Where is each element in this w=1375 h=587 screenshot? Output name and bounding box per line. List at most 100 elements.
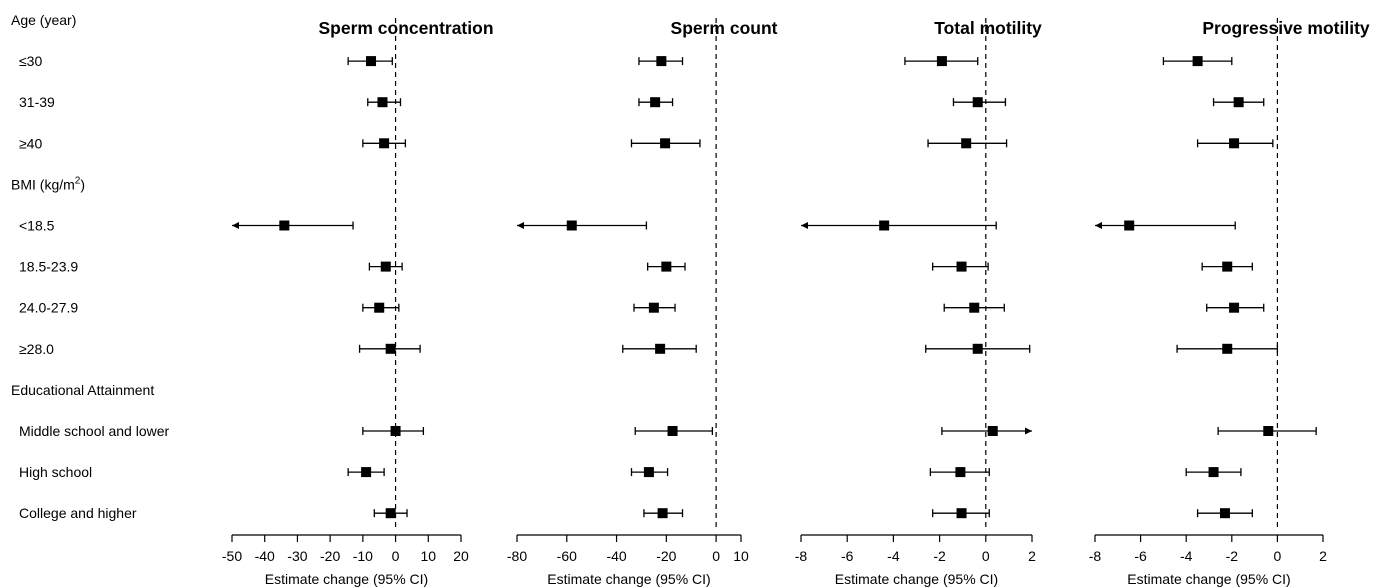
row-label: 18.5-23.9: [19, 259, 78, 275]
row-label-text: Educational Attainment: [11, 382, 154, 398]
point-estimate: [374, 302, 385, 313]
x-tick-label: -2: [933, 548, 946, 564]
x-tick-label: -6: [841, 548, 854, 564]
panels: Sperm concentration-50 -40 -30 -20 -10 0 10 20E…: [222, 18, 1370, 587]
x-tick-label: -80: [507, 548, 527, 564]
estimate-row: [925, 343, 1031, 354]
point-estimate: [936, 56, 947, 67]
point-estimate: [1222, 343, 1233, 354]
estimate-row: [362, 302, 400, 313]
ci-arrow-left: [517, 222, 524, 229]
row-label-text: ≥40: [19, 135, 42, 151]
x-tick-label: -8: [1089, 548, 1102, 564]
panel-0: Sperm concentration -50 -40 -30 -20 -10 0 10 20 E…: [222, 18, 494, 587]
point-estimate: [660, 138, 671, 149]
x-tick-label: -20: [656, 548, 676, 564]
estimate-row: [1201, 261, 1253, 272]
x-tick-label: -4: [1180, 548, 1193, 564]
x-tick-label: -8: [795, 548, 808, 564]
point-estimate: [385, 343, 396, 354]
estimate-row: [1196, 508, 1253, 519]
point-estimate: [377, 97, 388, 108]
row-label: High school: [19, 464, 92, 480]
estimate-row: [1206, 302, 1265, 313]
x-tick-label: 0: [982, 548, 990, 564]
x-tick-label: 2: [1319, 548, 1327, 564]
estimate-row: [517, 220, 648, 231]
point-estimate: [366, 56, 377, 67]
panel-title: Progressive motility: [1202, 18, 1370, 38]
estimate-row: [904, 56, 979, 67]
estimate-row: [1212, 97, 1265, 108]
point-estimate: [657, 508, 668, 519]
point-estimate: [1229, 302, 1240, 313]
point-estimate: [1192, 56, 1203, 67]
x-tick-label: 10: [733, 548, 749, 564]
panel-title: Sperm concentration: [318, 18, 493, 38]
estimate-row: [373, 508, 408, 519]
estimate-row: [638, 56, 684, 67]
estimate-row: [368, 261, 403, 272]
panel-1: Sperm count -80 -60 -40 -20 0 10 Estimate chang…: [507, 18, 778, 587]
x-tick-label: -10: [353, 548, 373, 564]
point-estimate: [961, 138, 972, 149]
x-tick-label: 2: [1028, 548, 1036, 564]
ci-arrow-right: [1025, 427, 1032, 435]
estimate-row: [929, 467, 990, 478]
point-estimate: [879, 220, 890, 231]
x-axis-title: Estimate change (95% CI): [265, 571, 428, 587]
point-estimate: [1124, 220, 1135, 231]
point-estimate: [661, 261, 672, 272]
row-group-header: BMI (kg/m2): [11, 175, 85, 192]
point-estimate: [655, 343, 666, 354]
row-label-text: Age (year): [11, 12, 76, 28]
row-label: <18.5: [19, 218, 55, 234]
row-label: ≥40: [19, 135, 42, 151]
panel-2: Total motility -8 -6 -4 -2 0 2 Estimate change …: [795, 18, 1042, 587]
panel-title: Total motility: [934, 18, 1042, 38]
x-tick-label: 0: [392, 548, 400, 564]
row-label-suffix: ): [80, 176, 85, 192]
estimate-row: [347, 56, 393, 67]
panel-title: Sperm count: [671, 18, 778, 38]
point-estimate: [643, 467, 654, 478]
point-estimate: [987, 426, 998, 436]
row-label: College and higher: [19, 505, 137, 521]
row-label-superscript: 2: [75, 175, 81, 186]
row-group-header: Age (year): [11, 12, 76, 28]
estimate-row: [362, 426, 425, 436]
point-estimate: [379, 138, 390, 149]
x-tick-label: -4: [887, 548, 900, 564]
point-estimate: [956, 261, 967, 272]
point-estimate: [667, 426, 678, 436]
estimate-row: [643, 508, 684, 519]
point-estimate: [1233, 97, 1244, 108]
point-estimate: [956, 508, 967, 519]
estimate-row: [927, 138, 1008, 149]
point-estimate: [380, 261, 391, 272]
point-estimate: [361, 467, 372, 478]
row-label-text: ≥28.0: [19, 341, 54, 357]
point-estimate: [955, 467, 966, 478]
row-label: 24.0-27.9: [19, 300, 78, 316]
estimate-row: [647, 261, 686, 272]
row-label: Middle school and lower: [19, 423, 170, 439]
point-estimate: [969, 302, 980, 313]
row-label-text: Middle school and lower: [19, 423, 170, 439]
row-label: ≥28.0: [19, 341, 54, 357]
row-label-text: 18.5-23.9: [19, 259, 78, 275]
x-axis-title: Estimate change (95% CI): [1127, 571, 1290, 587]
estimate-row: [1196, 138, 1274, 149]
estimate-row: [952, 97, 1007, 108]
row-label-text: BMI (kg/m: [11, 176, 75, 192]
x-tick-label: -6: [1134, 548, 1147, 564]
point-estimate: [1208, 467, 1219, 478]
x-axis-title: Estimate change (95% CI): [547, 571, 710, 587]
estimate-row: [622, 343, 697, 354]
estimate-row: [932, 261, 989, 272]
x-tick-label: -20: [320, 548, 340, 564]
estimate-row: [232, 220, 354, 231]
x-tick-label: -40: [255, 548, 275, 564]
estimate-row: [358, 343, 421, 354]
estimate-row: [630, 138, 701, 149]
